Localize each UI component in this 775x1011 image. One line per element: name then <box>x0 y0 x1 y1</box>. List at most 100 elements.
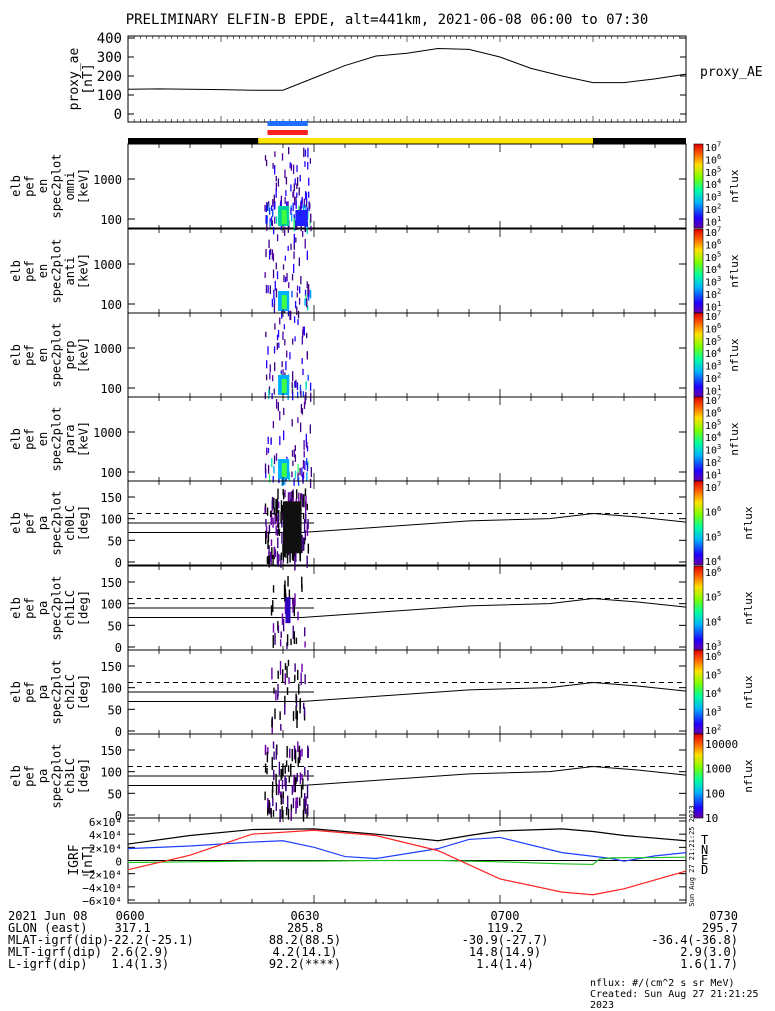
igrf-ytick-label: 6×10⁴ <box>89 816 122 829</box>
energy-ytick-label: 1000 <box>93 342 122 356</box>
igrf-ytick-label: 0 <box>115 856 122 869</box>
pa-colorbar-label: nflux <box>742 675 755 708</box>
pa-boundary-curve <box>301 681 687 703</box>
energy-panel-ylabel: omni <box>63 172 77 201</box>
footer-cell: 2.9(3.0) <box>680 945 738 959</box>
energy-panel-ylabel: pef <box>23 260 37 282</box>
igrf-series-N <box>127 836 687 862</box>
energy-spectrogram-0 <box>264 147 312 236</box>
energy-panel-ylabel: [keV] <box>77 337 91 373</box>
pa-panel-ylabel: spec2plot <box>50 743 64 808</box>
pa-boundary-curve <box>301 765 687 787</box>
footer-cell: 92.2(****) <box>268 957 342 971</box>
igrf-side-stamp: Sun Aug 27 21:21:25 2023 <box>688 805 696 906</box>
energy-ytick-label: 1000 <box>93 173 122 187</box>
energy-spectrogram-3 <box>264 399 312 488</box>
energy-colorbar <box>693 396 704 482</box>
pa-colorbar-tick: 105 <box>705 668 721 682</box>
footer-cell: 1.6(1.7) <box>680 957 738 971</box>
pa-panel-ylabel: spec2plot <box>50 575 64 640</box>
igrf-ytick-label: −4×10⁴ <box>82 882 122 895</box>
proxy-ae-frame <box>127 35 687 123</box>
footer-cell: -30.9(-27.7) <box>461 933 549 947</box>
energy-panel-ylabel: anti <box>63 257 77 286</box>
igrf-series-D <box>127 829 687 896</box>
pa-panel-ylabel: [deg] <box>77 758 91 794</box>
pa-ytick-label: 50 <box>108 703 122 717</box>
pa-colorbar <box>693 733 704 819</box>
proxy-ae-ytick-label: 200 <box>97 69 122 85</box>
energy-panel-frame <box>127 143 687 229</box>
igrf-ylabel-unit: [nT] <box>81 844 96 875</box>
pa-colorbar-label: nflux <box>742 759 755 792</box>
pa-ytick-label: 100 <box>100 766 122 780</box>
energy-ytick-label: 100 <box>100 382 122 396</box>
footer-row-label: GLON (east) <box>8 921 88 935</box>
energy-panel-ylabel: para <box>63 425 77 454</box>
proxy-ae-ytick-label: 100 <box>97 88 122 104</box>
pa-ytick-label: 100 <box>100 682 122 696</box>
energy-panel-ylabel: [keV] <box>77 421 91 457</box>
energy-panel-ylabel: [keV] <box>77 168 91 204</box>
pa-colorbar-tick: 104 <box>705 687 721 701</box>
energy-panel-ylabel: pef <box>23 344 37 366</box>
footer-row-label: MLAT-igrf(dip) <box>8 933 110 947</box>
pa-spectrogram-2 <box>271 659 306 735</box>
pa-panel-ylabel: spec2plot <box>50 490 64 555</box>
pa-panel-ylabel: elb <box>9 512 23 534</box>
pa-ytick-label: 150 <box>100 491 122 505</box>
energy-spectrogram-2 <box>264 316 312 402</box>
proxy-ae-ylabel: proxy_ae <box>67 48 82 111</box>
pa-ytick-label: 0 <box>115 641 122 655</box>
energy-panel-ylabel: elb <box>9 175 23 197</box>
proxy-ae-ylabel-unit: [nT] <box>81 63 96 94</box>
energy-colorbar <box>693 312 704 398</box>
footer-row-label: L-igrf(dip) <box>8 957 88 971</box>
energy-panel-ylabel: pef <box>23 175 37 197</box>
pa-ytick-label: 150 <box>100 744 122 758</box>
pa-ytick-label: 0 <box>115 556 122 570</box>
igrf-ytick-label: −6×10⁴ <box>82 895 122 908</box>
igrf-legend-N: N <box>701 843 708 857</box>
footer-cell: 119.2 <box>486 921 524 935</box>
footer-cell: -36.4(-36.8) <box>651 933 738 947</box>
proxy-ae-line <box>127 47 687 91</box>
proxy-ae-ytick-label: 0 <box>114 107 122 123</box>
pa-spectrogram-0 <box>264 488 310 571</box>
pa-colorbar <box>693 649 704 735</box>
energy-colorbar <box>693 143 704 229</box>
energy-panel-ylabel: en <box>36 348 50 362</box>
energy-panel-ylabel: spec2plot <box>50 322 64 387</box>
pa-ytick-label: 50 <box>108 787 122 801</box>
chart-title: PRELIMINARY ELFIN-B EPDE, alt=441km, 202… <box>126 12 649 28</box>
energy-panel-ylabel: [keV] <box>77 253 91 289</box>
pa-panel-ylabel: pef <box>23 597 37 619</box>
pa-colorbar-tick: 1000 <box>705 763 732 776</box>
footer-cell: 1.4(1.3) <box>111 957 170 971</box>
pa-colorbar-tick: 107 <box>705 481 721 495</box>
energy-panel-ylabel: en <box>36 432 50 446</box>
pa-panel-ylabel: pa <box>36 769 50 783</box>
pa-panel-ylabel: [deg] <box>77 505 91 541</box>
footer-cell: 295.7 <box>701 921 738 935</box>
pa-panel-ylabel: elb <box>9 765 23 787</box>
units-note: nflux: #/(cm^2 s sr MeV) <box>590 978 735 989</box>
pa-panel-ylabel: pa <box>36 601 50 615</box>
footer-row-label: 2021 Jun 08 <box>8 909 88 923</box>
energy-ytick-label: 1000 <box>93 426 122 440</box>
pa-colorbar-tick: 106 <box>705 505 721 519</box>
pa-panel-ylabel: [deg] <box>77 674 91 710</box>
pa-ytick-label: 50 <box>108 534 122 548</box>
pa-colorbar-tick: 105 <box>705 590 721 604</box>
igrf-ytick-label: −2×10⁴ <box>82 869 122 882</box>
pa-boundary-curve <box>301 512 687 534</box>
pa-colorbar-tick: 102 <box>705 724 721 738</box>
energy-panel-ylabel: elb <box>9 428 23 450</box>
pa-colorbar-tick: 106 <box>705 566 721 580</box>
energy-panel-frame <box>127 312 687 398</box>
created-stamp: Created: Sun Aug 27 21:21:25 2023 <box>590 989 759 1011</box>
status-bar-red <box>267 130 308 135</box>
energy-panel-frame <box>127 396 687 482</box>
footer-cell: -22.2(-25.1) <box>106 933 194 947</box>
